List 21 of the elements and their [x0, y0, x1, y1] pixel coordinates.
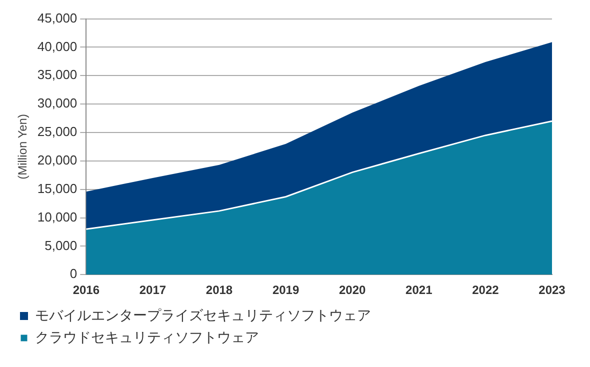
- x-tick-label: 2021: [406, 283, 433, 298]
- legend-label: クラウドセキュリティソフトウェア: [35, 328, 259, 345]
- y-tick-label: 30,000: [37, 96, 78, 111]
- x-tick-label: 2018: [206, 283, 233, 298]
- y-tick-label: 15,000: [37, 180, 78, 196]
- y-tick-label: 20,000: [37, 152, 78, 168]
- x-tick-label: 2016: [72, 283, 100, 298]
- x-tick-label: 2017: [139, 283, 166, 298]
- y-tick-label: 40,000: [37, 38, 78, 54]
- y-tick-label: 0: [70, 266, 78, 282]
- x-tick-label: 2023: [538, 283, 566, 298]
- x-tick-label: 2022: [472, 283, 500, 298]
- x-tick-label: 2020: [339, 283, 366, 298]
- y-tick-label: 10,000: [37, 209, 78, 224]
- y-tick-label: 45,000: [37, 10, 78, 26]
- y-axis-title: (Million Yen): [16, 114, 30, 180]
- y-tick-label: 25,000: [37, 124, 78, 140]
- x-tick-label: 2019: [272, 283, 300, 298]
- legend-label: モバイルエンタープライズセキュリティソフトウェア: [35, 306, 371, 323]
- y-tick-label: 35,000: [37, 67, 78, 82]
- y-tick-label: 5,000: [44, 238, 78, 253]
